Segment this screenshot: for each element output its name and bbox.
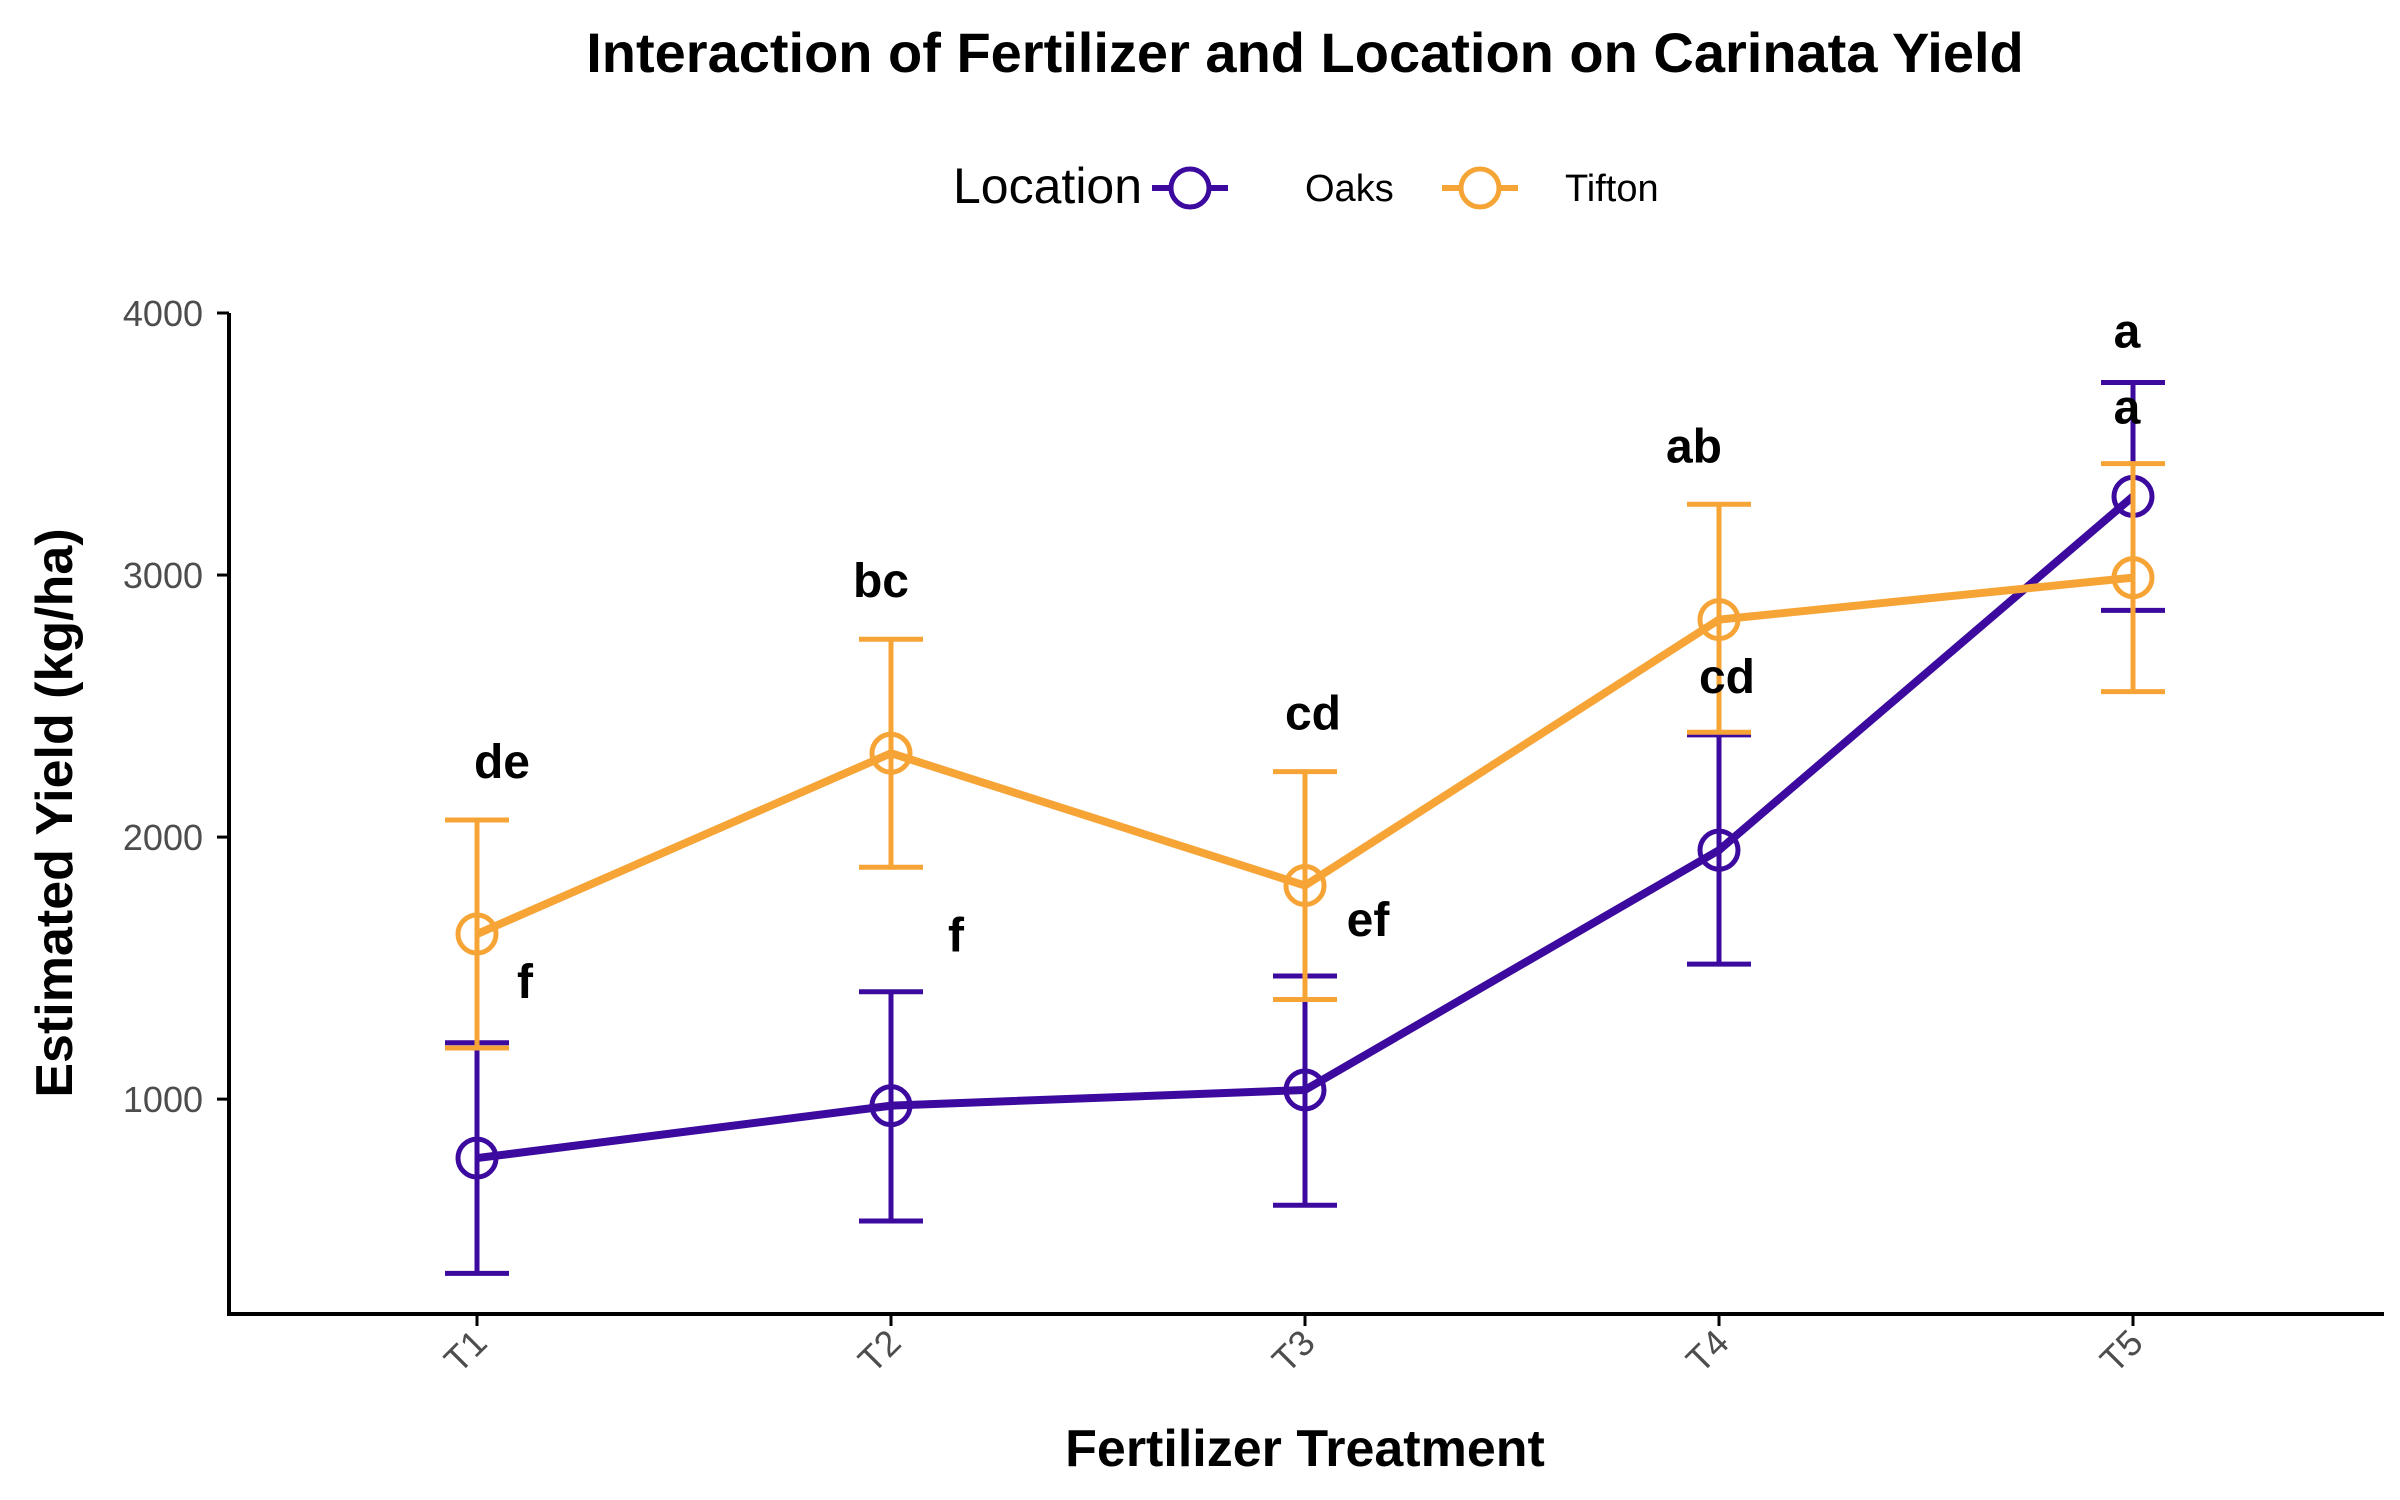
legend-item-tifton: Tifton: [1442, 166, 1659, 210]
y-tick-label: 3000: [123, 555, 203, 596]
data-point: [1283, 1068, 1327, 1112]
legend-item-oaks: Oaks: [1152, 166, 1394, 210]
significance-label: f: [948, 910, 965, 963]
legend-key-marker: [1168, 166, 1212, 210]
data-point: [869, 731, 913, 775]
legend-label: Oaks: [1305, 168, 1394, 210]
series-tifton: [445, 461, 2165, 1051]
data-point: [1283, 864, 1327, 908]
chart-title: Interaction of Fertilizer and Location o…: [586, 21, 2024, 84]
legend: Location Oaks Tifton: [953, 158, 1659, 214]
significance-label: ef: [1347, 894, 1391, 947]
significance-label: a: [2114, 382, 2141, 435]
series-layer: [445, 379, 2165, 1276]
data-point: [869, 1084, 913, 1128]
data-point: [1697, 828, 1741, 872]
x-axis-title: Fertilizer Treatment: [1065, 1420, 1545, 1478]
significance-label: ab: [1666, 420, 1722, 473]
x-tick-label: T5: [2092, 1322, 2151, 1381]
significance-labels: f f ef cd a de bc cd ab a: [474, 305, 2141, 1008]
x-tick-label: T2: [850, 1322, 909, 1381]
data-point: [455, 912, 499, 956]
significance-label: cd: [1285, 688, 1341, 741]
series-line: [476, 493, 2136, 1163]
x-tick-label: T4: [1678, 1322, 1737, 1381]
legend-key-marker: [1458, 166, 1502, 210]
significance-label: de: [474, 736, 530, 789]
x-tick-label: T1: [436, 1322, 495, 1381]
y-tick-label: 1000: [123, 1079, 203, 1120]
series-line: [475, 573, 2134, 938]
y-ticks: 1000 2000 3000 4000: [123, 293, 229, 1120]
significance-label: bc: [853, 555, 909, 608]
x-ticks: T1 T2 T3 T4 T5: [436, 1314, 2151, 1380]
significance-label: f: [517, 956, 534, 1009]
legend-title: Location: [953, 158, 1142, 214]
significance-label: a: [2114, 305, 2141, 358]
x-tick-label: T3: [1264, 1322, 1323, 1381]
data-point: [455, 1136, 499, 1180]
data-point: [2111, 556, 2155, 600]
y-axis-title: Estimated Yield (kg/ha): [26, 528, 84, 1097]
series-oaks: [445, 379, 2165, 1276]
data-point: [1697, 598, 1741, 642]
y-tick-label: 2000: [123, 817, 203, 858]
y-tick-label: 4000: [123, 293, 203, 334]
significance-label: cd: [1699, 651, 1755, 704]
legend-label: Tifton: [1565, 168, 1659, 210]
